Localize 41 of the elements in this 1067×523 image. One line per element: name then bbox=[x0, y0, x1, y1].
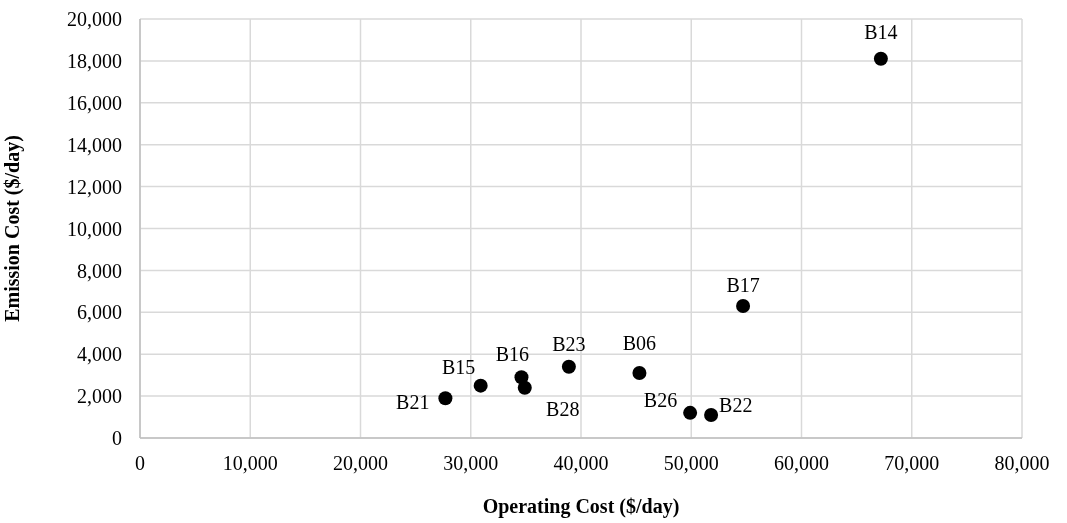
annotation: B15 bbox=[442, 355, 476, 378]
y-tick-label: 20,000 bbox=[67, 8, 122, 31]
point bbox=[736, 299, 751, 314]
annotation: B16 bbox=[495, 343, 530, 366]
annotation: B26 bbox=[643, 388, 678, 411]
point bbox=[632, 366, 647, 381]
x-tick-label: 20,000 bbox=[333, 452, 388, 475]
y-tick-label: 12,000 bbox=[67, 175, 122, 198]
annotation: B14 bbox=[864, 20, 898, 43]
y-tick-label: 8,000 bbox=[77, 259, 122, 282]
annotation: B23 bbox=[552, 332, 586, 355]
point bbox=[438, 391, 453, 406]
x-tick-label: 80,000 bbox=[994, 452, 1050, 475]
y-tick-label: 0 bbox=[112, 427, 122, 450]
x-tick-label: 60,000 bbox=[774, 452, 829, 475]
x-tick-label: 10,000 bbox=[222, 452, 278, 475]
y-tick-label: 18,000 bbox=[67, 50, 122, 72]
y-tick-label: 14,000 bbox=[67, 133, 122, 156]
x-tick-label: 70,000 bbox=[884, 452, 940, 475]
point bbox=[473, 378, 488, 393]
x-axis-title: Operating Cost ($/day) bbox=[482, 495, 680, 518]
annotation: B21 bbox=[396, 391, 430, 414]
annotation: B22 bbox=[719, 393, 753, 416]
x-tick-label: 30,000 bbox=[443, 452, 499, 475]
x-tick-label: 50,000 bbox=[663, 452, 719, 475]
y-tick-label: 6,000 bbox=[77, 301, 122, 324]
y-axis-title: Emission Cost ($/day) bbox=[1, 135, 25, 322]
point bbox=[561, 359, 576, 374]
point bbox=[704, 407, 719, 422]
point bbox=[873, 51, 888, 66]
point bbox=[683, 405, 698, 420]
annotation: B17 bbox=[726, 274, 760, 297]
annotation: B28 bbox=[546, 397, 580, 420]
y-tick-label: 2,000 bbox=[77, 385, 122, 408]
annotation: B06 bbox=[622, 332, 657, 355]
x-tick-label: 40,000 bbox=[553, 452, 609, 475]
y-tick-label: 10,000 bbox=[67, 217, 122, 240]
y-tick-label: 16,000 bbox=[67, 91, 122, 114]
y-tick-label: 4,000 bbox=[77, 343, 122, 366]
x-tick-label: 0 bbox=[135, 452, 145, 475]
point bbox=[517, 380, 532, 395]
